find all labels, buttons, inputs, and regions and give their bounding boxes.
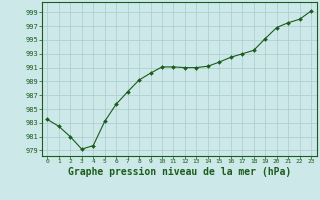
X-axis label: Graphe pression niveau de la mer (hPa): Graphe pression niveau de la mer (hPa) [68,167,291,177]
